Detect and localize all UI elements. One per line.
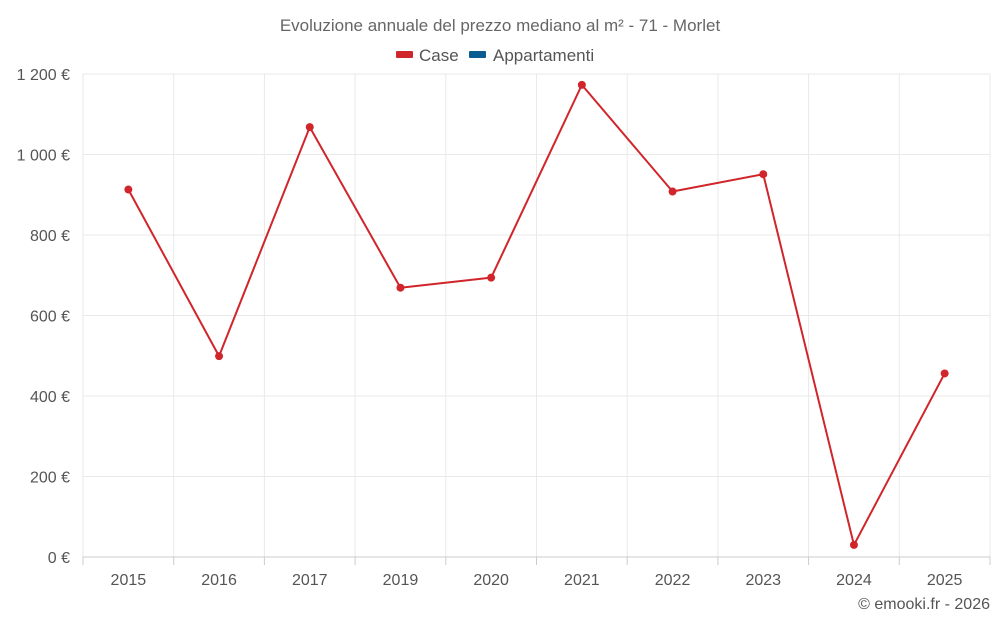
data-point[interactable] [759, 170, 768, 179]
y-tick-label: 1 000 € [17, 148, 70, 165]
y-tick-label: 600 € [30, 309, 70, 326]
series-case [124, 80, 949, 549]
legend: Case Appartamenti [396, 46, 594, 65]
legend-label-appartamenti: Appartamenti [493, 46, 594, 65]
x-tick-label: 2024 [836, 572, 872, 589]
data-point[interactable] [215, 352, 224, 361]
data-point[interactable] [668, 187, 677, 196]
x-tick-label: 2017 [292, 572, 328, 589]
data-point[interactable] [940, 369, 949, 378]
data-point[interactable] [577, 80, 586, 89]
x-tick-label: 2021 [564, 572, 600, 589]
legend-item-appartamenti[interactable]: Appartamenti [469, 46, 594, 65]
data-point[interactable] [305, 123, 314, 132]
legend-label-case: Case [419, 46, 459, 65]
y-axis-ticks: 0 € 200 € 400 € 600 € 800 € 1 000 € 1 200 € [17, 67, 70, 567]
data-point[interactable] [849, 540, 858, 549]
legend-item-case[interactable]: Case [396, 46, 459, 65]
x-tick-label: 2015 [111, 572, 147, 589]
data-point[interactable] [396, 283, 405, 292]
chart-title: Evoluzione annuale del prezzo mediano al… [280, 16, 721, 35]
y-tick-label: 800 € [30, 228, 70, 245]
grid-lines [82, 73, 991, 557]
series-line [127, 83, 946, 546]
y-tick-label: 400 € [30, 389, 70, 406]
x-tick-label: 2019 [383, 572, 419, 589]
x-tick-label: 2025 [927, 572, 963, 589]
x-tick-label: 2022 [655, 572, 691, 589]
legend-swatch-appartamenti [469, 51, 486, 58]
x-tick-label: 2020 [473, 572, 509, 589]
x-axis-ticks: 2015 2016 2017 2019 2020 2021 2022 2023 2024 2025 [82, 557, 991, 589]
x-tick-label: 2023 [745, 572, 781, 589]
y-tick-label: 200 € [30, 470, 70, 487]
credit-text: © emooki.fr - 2026 [858, 596, 990, 613]
data-point[interactable] [487, 273, 496, 282]
y-tick-label: 1 200 € [17, 67, 70, 84]
legend-swatch-case [396, 51, 413, 58]
y-tick-label: 0 € [48, 550, 70, 567]
data-point[interactable] [124, 185, 133, 194]
x-tick-label: 2016 [201, 572, 237, 589]
